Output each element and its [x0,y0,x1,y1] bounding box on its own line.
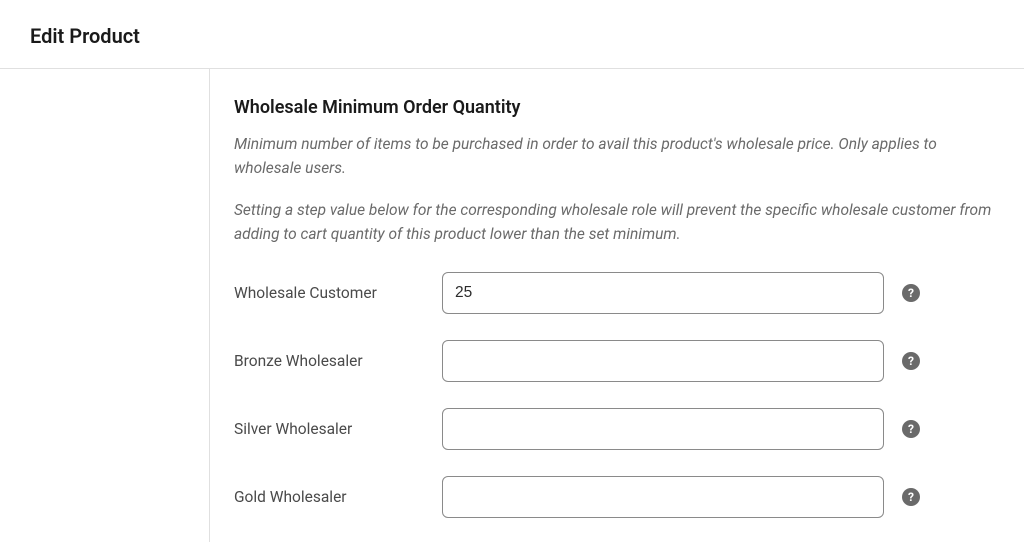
field-input-gold[interactable] [442,476,884,518]
main-panel: Wholesale Minimum Order Quantity Minimum… [210,69,1024,542]
page-header: Edit Product [0,0,1024,69]
field-input-silver[interactable] [442,408,884,450]
field-row-silver: Silver Wholesaler ? [234,408,1000,450]
help-icon[interactable]: ? [902,488,920,506]
section-description-1: Minimum number of items to be purchased … [234,132,1000,180]
field-label-gold: Gold Wholesaler [234,488,442,506]
field-row-wholesale-customer: Wholesale Customer ? [234,272,1000,314]
left-sidebar [0,69,210,542]
field-row-gold: Gold Wholesaler ? [234,476,1000,518]
help-icon[interactable]: ? [902,284,920,302]
page-title: Edit Product [30,24,994,48]
field-row-bronze: Bronze Wholesaler ? [234,340,1000,382]
field-input-wholesale-customer[interactable] [442,272,884,314]
field-label-bronze: Bronze Wholesaler [234,352,442,370]
content-wrap: Wholesale Minimum Order Quantity Minimum… [0,69,1024,542]
help-icon[interactable]: ? [902,420,920,438]
section-title: Wholesale Minimum Order Quantity [234,97,1000,118]
field-input-bronze[interactable] [442,340,884,382]
field-label-wholesale-customer: Wholesale Customer [234,284,442,302]
section-description-2: Setting a step value below for the corre… [234,198,1000,246]
help-icon[interactable]: ? [902,352,920,370]
field-label-silver: Silver Wholesaler [234,420,442,438]
